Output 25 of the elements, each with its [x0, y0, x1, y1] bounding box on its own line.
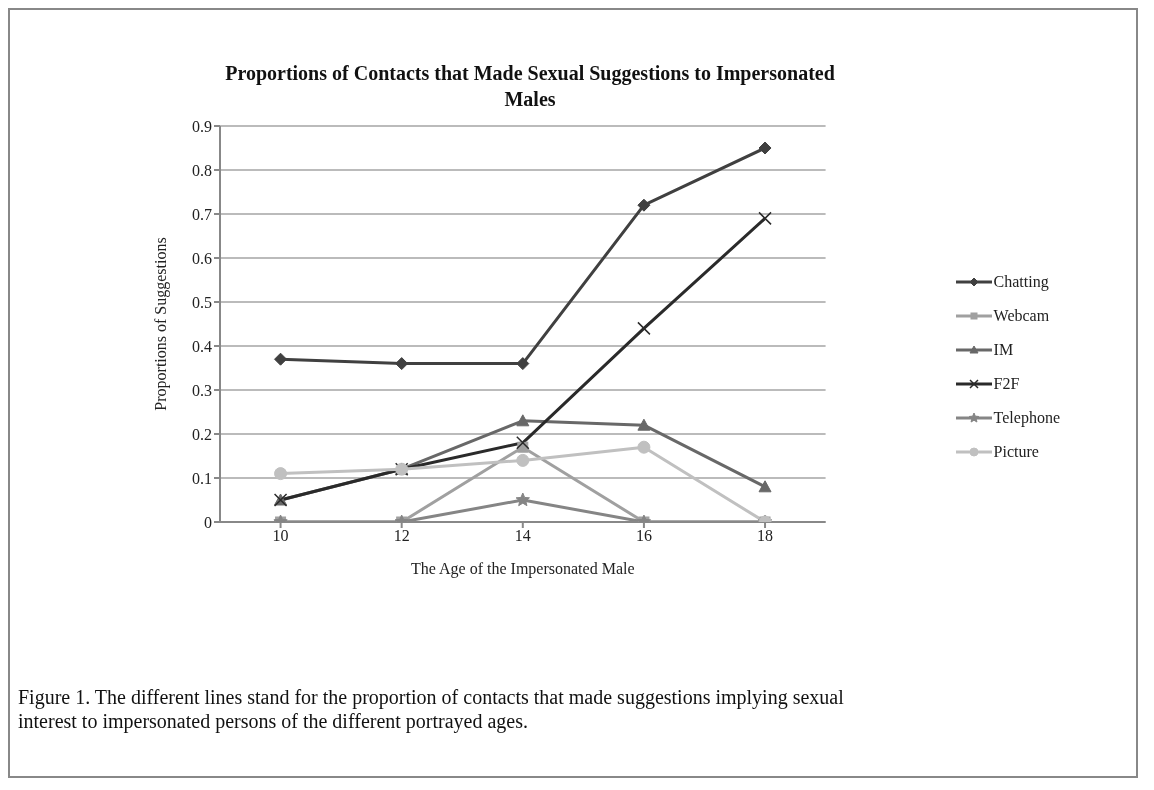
y-tick-label: 0.8	[192, 161, 212, 179]
y-tick-label: 0	[204, 513, 212, 531]
x-tick-label: 10	[272, 527, 289, 545]
legend-label: Chatting	[993, 273, 1049, 291]
x-tick-label: 18	[757, 527, 774, 545]
y-axis-title: Proportions of Suggestions	[151, 237, 170, 411]
legend-label: Telephone	[993, 409, 1060, 427]
legend-label: Picture	[993, 443, 1039, 461]
y-tick-label: 0.6	[192, 249, 212, 267]
caption: Figure 1. The different lines stand for the proportion of contacts that made suggestions implying sexual interest to impersonated persons of the different portrayed ages.	[18, 685, 845, 733]
legend-label: F2F	[993, 375, 1020, 393]
x-tick-label: 16	[635, 527, 652, 545]
x-tick-label: 12	[393, 527, 410, 545]
x-axis-title: The Age of the Impersonated Male	[411, 560, 635, 578]
y-tick-label: 0.7	[192, 205, 212, 223]
y-tick-label: 0.4	[192, 337, 212, 355]
y-tick-label: 0.1	[192, 469, 212, 487]
y-tick-label: 0.9	[192, 117, 212, 135]
y-tick-label: 0.5	[192, 293, 212, 311]
chart-title: Proportions of Contacts that Made Sexual Suggestions to Impersonated Males	[224, 61, 836, 112]
x-tick-label: 14	[514, 527, 531, 545]
y-tick-label: 0.3	[192, 381, 212, 399]
legend-label: IM	[993, 341, 1014, 359]
y-tick-label: 0.2	[192, 425, 212, 443]
legend-label: Webcam	[993, 307, 1050, 325]
